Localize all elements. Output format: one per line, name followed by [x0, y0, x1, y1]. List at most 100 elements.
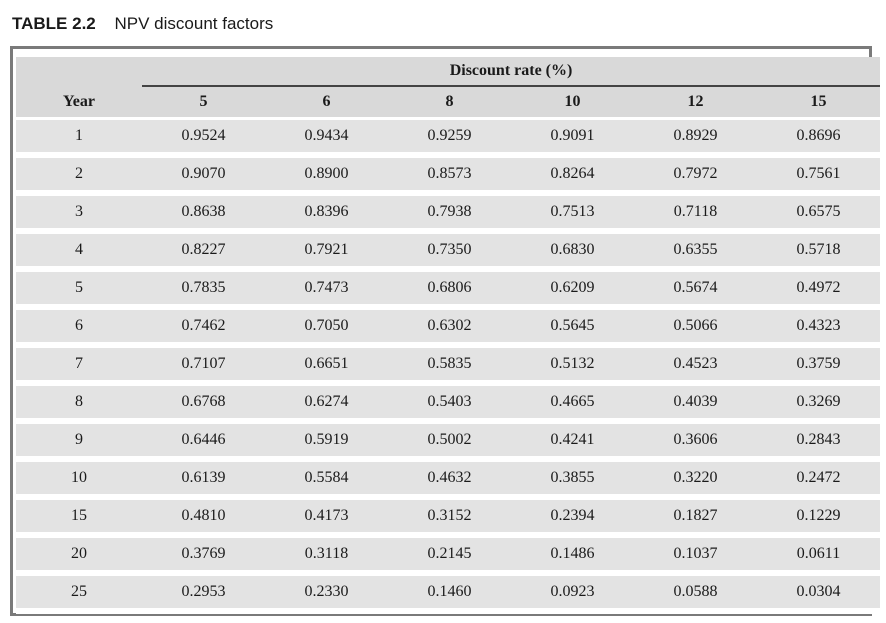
discount-factor-cell: 0.5674: [634, 272, 757, 310]
year-cell: 25: [16, 576, 142, 614]
table-row: 20 0.3769 0.3118 0.2145 0.1486 0.1037 0.0611: [16, 538, 881, 576]
discount-factor-cell: 0.1037: [634, 538, 757, 576]
discount-factor-cell: 0.2953: [142, 576, 265, 614]
discount-factor-cell: 0.3269: [757, 386, 881, 424]
table-row: 7 0.7107 0.6651 0.5835 0.5132 0.4523 0.3759: [16, 348, 881, 386]
discount-factor-cell: 0.6274: [265, 386, 388, 424]
discount-factor-cell: 0.2843: [757, 424, 881, 462]
year-cell: 8: [16, 386, 142, 424]
year-cell: 9: [16, 424, 142, 462]
rate-column-header: 15: [757, 87, 881, 117]
table-title: NPV discount factors: [114, 14, 274, 33]
discount-factor-cell: 0.4241: [511, 424, 634, 462]
discount-factor-cell: 0.5645: [511, 310, 634, 348]
discount-factor-cell: 0.3220: [634, 462, 757, 500]
discount-factor-cell: 0.1229: [757, 500, 881, 538]
year-cell: 7: [16, 348, 142, 386]
discount-factor-cell: 0.3769: [142, 538, 265, 576]
table-row: 2 0.9070 0.8900 0.8573 0.8264 0.7972 0.7561: [16, 158, 881, 196]
header-spacer: [16, 57, 142, 87]
discount-factor-cell: 0.3855: [511, 462, 634, 500]
discount-factor-cell: 0.2472: [757, 462, 881, 500]
discount-factor-cell: 0.5584: [265, 462, 388, 500]
discount-factor-cell: 0.6575: [757, 196, 881, 234]
discount-factor-cell: 0.0304: [757, 576, 881, 614]
discount-factor-cell: 0.7921: [265, 234, 388, 272]
discount-factor-cell: 0.9091: [511, 120, 634, 158]
discount-factor-cell: 0.5718: [757, 234, 881, 272]
discount-factor-cell: 0.4665: [511, 386, 634, 424]
rate-column-header: 10: [511, 87, 634, 117]
table-row: 4 0.8227 0.7921 0.7350 0.6830 0.6355 0.5718: [16, 234, 881, 272]
discount-factor-cell: 0.4323: [757, 310, 881, 348]
table-row: 25 0.2953 0.2330 0.1460 0.0923 0.0588 0.0304: [16, 576, 881, 614]
discount-factor-cell: 0.0611: [757, 538, 881, 576]
discount-factor-cell: 0.7107: [142, 348, 265, 386]
discount-factor-cell: 0.3118: [265, 538, 388, 576]
header-separator: [16, 117, 881, 120]
table-row: 10 0.6139 0.5584 0.4632 0.3855 0.3220 0.2472: [16, 462, 881, 500]
discount-factor-cell: 0.0923: [511, 576, 634, 614]
discount-factor-cell: 0.2145: [388, 538, 511, 576]
table-row: 5 0.7835 0.7473 0.6806 0.6209 0.5674 0.4972: [16, 272, 881, 310]
discount-factor-cell: 0.7350: [388, 234, 511, 272]
discount-factor-cell: 0.8227: [142, 234, 265, 272]
discount-factor-cell: 0.1827: [634, 500, 757, 538]
discount-factor-cell: 0.6830: [511, 234, 634, 272]
discount-factor-cell: 0.1460: [388, 576, 511, 614]
discount-factor-cell: 0.7473: [265, 272, 388, 310]
year-column-header: Year: [16, 87, 142, 117]
discount-factor-cell: 0.8900: [265, 158, 388, 196]
discount-factor-cell: 0.8638: [142, 196, 265, 234]
discount-factor-cell: 0.6806: [388, 272, 511, 310]
year-cell: 6: [16, 310, 142, 348]
discount-factor-cell: 0.9070: [142, 158, 265, 196]
year-cell: 15: [16, 500, 142, 538]
table-row: 9 0.6446 0.5919 0.5002 0.4241 0.3606 0.2843: [16, 424, 881, 462]
discount-factor-cell: 0.7972: [634, 158, 757, 196]
rate-column-header: 8: [388, 87, 511, 117]
year-cell: 2: [16, 158, 142, 196]
discount-factor-cell: 0.4173: [265, 500, 388, 538]
discount-factor-cell: 0.5002: [388, 424, 511, 462]
discount-factor-cell: 0.9259: [388, 120, 511, 158]
discount-factor-cell: 0.5919: [265, 424, 388, 462]
discount-factor-cell: 0.3152: [388, 500, 511, 538]
year-cell: 4: [16, 234, 142, 272]
discount-factor-cell: 0.6302: [388, 310, 511, 348]
discount-factor-cell: 0.3759: [757, 348, 881, 386]
rate-column-header: 12: [634, 87, 757, 117]
discount-factor-cell: 0.8396: [265, 196, 388, 234]
discount-factor-cell: 0.8929: [634, 120, 757, 158]
discount-factor-cell: 0.6355: [634, 234, 757, 272]
table-row: 1 0.9524 0.9434 0.9259 0.9091 0.8929 0.8696: [16, 120, 881, 158]
rate-column-header: 5: [142, 87, 265, 117]
discount-factor-cell: 0.0588: [634, 576, 757, 614]
discount-factor-cell: 0.1486: [511, 538, 634, 576]
discount-factor-cell: 0.4632: [388, 462, 511, 500]
discount-factor-cell: 0.4972: [757, 272, 881, 310]
discount-factor-cell: 0.7462: [142, 310, 265, 348]
discount-factor-cell: 0.7835: [142, 272, 265, 310]
year-cell: 20: [16, 538, 142, 576]
discount-factor-cell: 0.2394: [511, 500, 634, 538]
discount-factor-cell: 0.8264: [511, 158, 634, 196]
discount-factor-cell: 0.5066: [634, 310, 757, 348]
discount-factor-cell: 0.6651: [265, 348, 388, 386]
year-cell: 10: [16, 462, 142, 500]
table-header: Discount rate (%) Year 5 6 8 10 12 15: [16, 57, 881, 120]
discount-factor-cell: 0.7118: [634, 196, 757, 234]
discount-factor-cell: 0.9434: [265, 120, 388, 158]
table-row: 6 0.7462 0.7050 0.6302 0.5645 0.5066 0.4323: [16, 310, 881, 348]
discount-factor-cell: 0.6139: [142, 462, 265, 500]
discount-factor-cell: 0.4810: [142, 500, 265, 538]
discount-factor-cell: 0.3606: [634, 424, 757, 462]
discount-factor-cell: 0.7938: [388, 196, 511, 234]
discount-factor-cell: 0.8573: [388, 158, 511, 196]
year-cell: 1: [16, 120, 142, 158]
year-cell: 3: [16, 196, 142, 234]
table-caption: TABLE 2.2 NPV discount factors: [12, 14, 273, 34]
discount-factor-cell: 0.5403: [388, 386, 511, 424]
